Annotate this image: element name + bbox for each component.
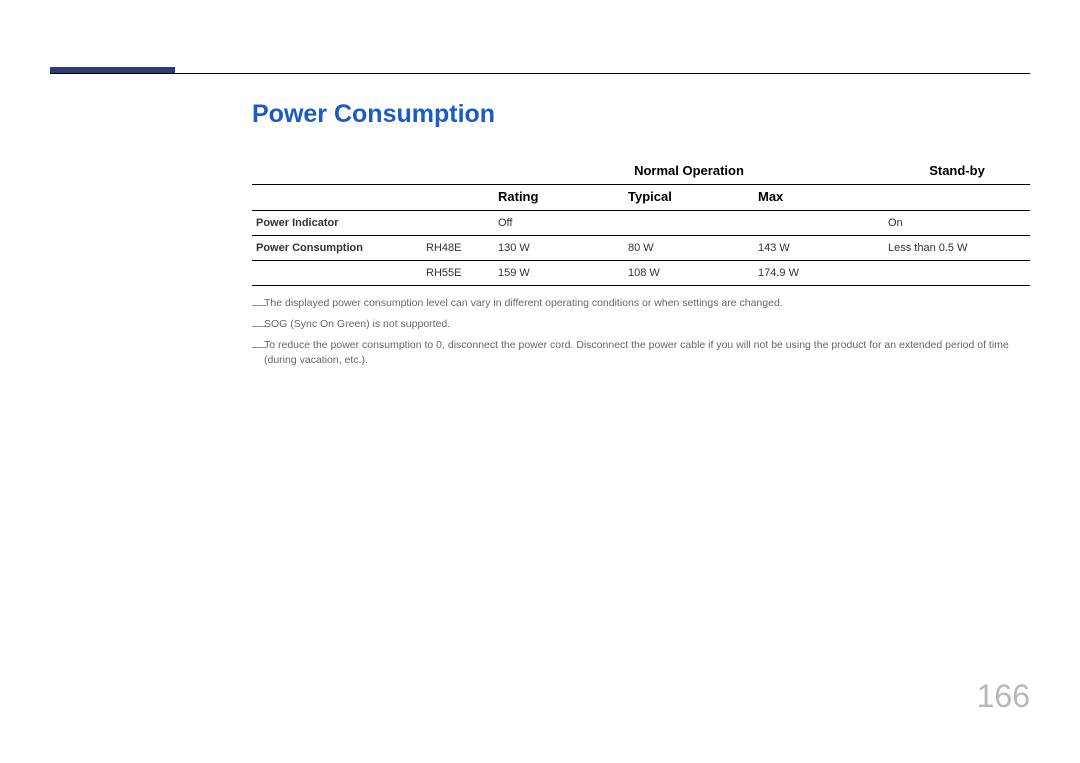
model1-rating: 130 W — [494, 236, 624, 261]
dash-icon: ― — [252, 317, 264, 332]
header-standby: Stand-by — [884, 159, 1030, 185]
note-item: ― SOG (Sync On Green) is not supported. — [252, 317, 1030, 332]
header-normal-operation: Normal Operation — [494, 159, 884, 185]
note-text-2: SOG (Sync On Green) is not supported. — [264, 317, 1030, 332]
header-typical: Typical — [624, 185, 754, 211]
model1-name: RH48E — [422, 236, 494, 261]
table-row-indicator: Power Indicator Off On — [252, 211, 1030, 236]
table-row-model2: RH55E 159 W 108 W 174.9 W — [252, 261, 1030, 286]
note-text-1: The displayed power consumption level ca… — [264, 296, 1030, 311]
consumption-standby: Less than 0.5 W — [884, 236, 1030, 261]
table-row-model1: Power Consumption RH48E 130 W 80 W 143 W… — [252, 236, 1030, 261]
indicator-normal: Off — [494, 211, 884, 236]
note-item: ― To reduce the power consumption to 0, … — [252, 338, 1030, 367]
row-label-consumption: Power Consumption — [252, 236, 422, 261]
page-number: 166 — [977, 678, 1030, 715]
dash-icon: ― — [252, 296, 264, 311]
model2-max: 174.9 W — [754, 261, 884, 286]
model2-typical: 108 W — [624, 261, 754, 286]
row-label-indicator: Power Indicator — [252, 211, 422, 236]
power-consumption-table: Normal Operation Stand-by Rating Typical… — [252, 159, 1030, 286]
note-item: ― The displayed power consumption level … — [252, 296, 1030, 311]
notes-section: ― The displayed power consumption level … — [252, 296, 1030, 367]
model1-max: 143 W — [754, 236, 884, 261]
table-header-row-1: Normal Operation Stand-by — [252, 159, 1030, 185]
header-max: Max — [754, 185, 884, 211]
model2-name: RH55E — [422, 261, 494, 286]
main-content: Power Consumption Normal Operation Stand… — [252, 100, 1030, 373]
top-rule — [50, 73, 1030, 74]
indicator-standby: On — [884, 211, 1030, 236]
dash-icon: ― — [252, 338, 264, 353]
note-text-3: To reduce the power consumption to 0, di… — [264, 338, 1030, 367]
page-title: Power Consumption — [252, 100, 1030, 129]
model2-rating: 159 W — [494, 261, 624, 286]
model1-typical: 80 W — [624, 236, 754, 261]
table-header-row-2: Rating Typical Max — [252, 185, 1030, 211]
header-rating: Rating — [494, 185, 624, 211]
